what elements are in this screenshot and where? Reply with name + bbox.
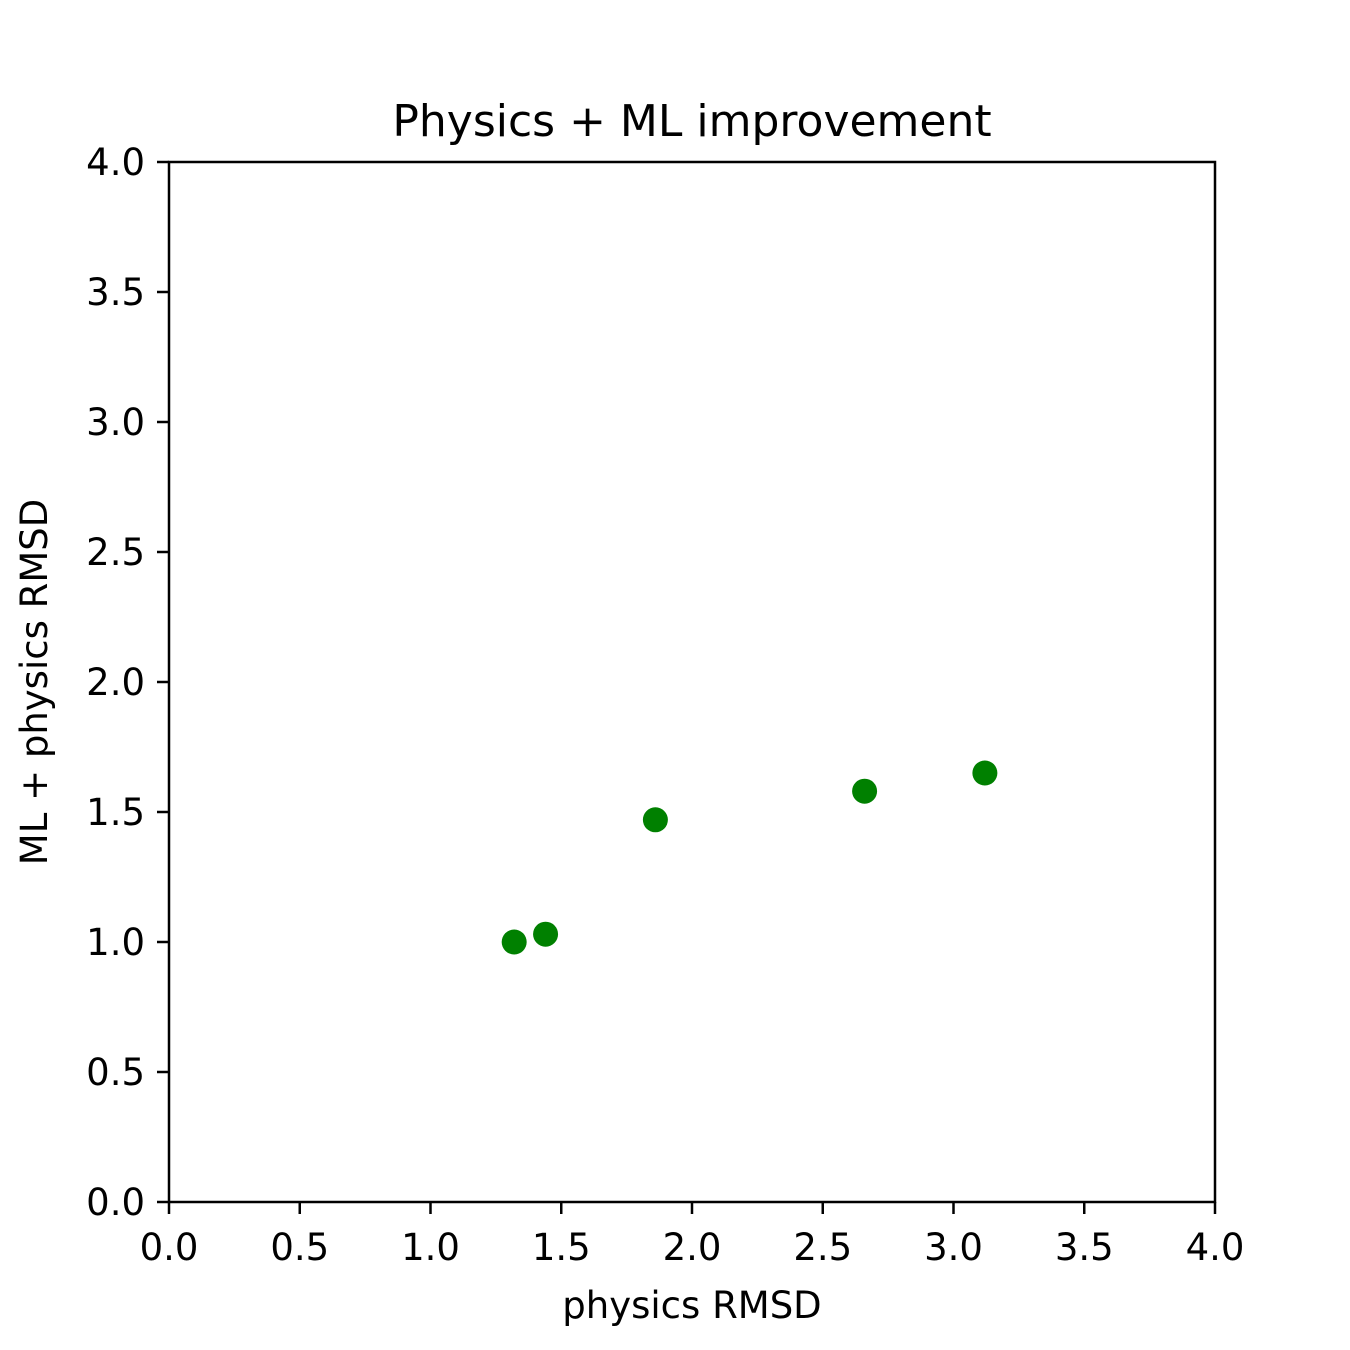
y-tick-label: 2.0 bbox=[86, 661, 145, 704]
x-tick-label: 1.0 bbox=[401, 1226, 460, 1269]
data-point bbox=[533, 921, 559, 947]
x-tick-label: 0.0 bbox=[140, 1226, 199, 1269]
data-point bbox=[852, 778, 878, 804]
x-tick-label: 2.5 bbox=[793, 1226, 852, 1269]
y-tick-label: 3.0 bbox=[86, 401, 145, 444]
y-tick-label: 1.5 bbox=[86, 791, 145, 834]
x-tick-label: 3.0 bbox=[924, 1226, 983, 1269]
x-tick-label: 2.0 bbox=[663, 1226, 722, 1269]
x-axis-ticks: 0.0 0.5 1.0 1.5 2.0 2.5 3.0 3.5 4.0 bbox=[140, 1202, 1245, 1269]
data-point bbox=[972, 760, 998, 786]
data-point bbox=[642, 807, 668, 833]
x-tick-label: 0.5 bbox=[270, 1226, 329, 1269]
y-tick-label: 0.5 bbox=[86, 1051, 145, 1094]
y-tick-label: 0.0 bbox=[86, 1181, 145, 1224]
chart-title: Physics + ML improvement bbox=[392, 96, 991, 147]
y-axis-ticks: 0.0 0.5 1.0 1.5 2.0 2.5 3.0 3.5 4.0 bbox=[86, 141, 169, 1224]
y-tick-label: 1.0 bbox=[86, 921, 145, 964]
x-tick-label: 3.5 bbox=[1055, 1226, 1114, 1269]
y-tick-label: 4.0 bbox=[86, 141, 145, 184]
x-tick-label: 4.0 bbox=[1186, 1226, 1245, 1269]
y-tick-label: 2.5 bbox=[86, 531, 145, 574]
y-tick-label: 3.5 bbox=[86, 271, 145, 314]
plot-frame bbox=[167, 160, 1217, 1204]
data-points bbox=[501, 760, 998, 955]
x-tick-label: 1.5 bbox=[532, 1226, 591, 1269]
data-point bbox=[501, 929, 527, 955]
y-axis-label: ML + physics RMSD bbox=[13, 499, 56, 865]
x-axis-label: physics RMSD bbox=[562, 1284, 821, 1327]
